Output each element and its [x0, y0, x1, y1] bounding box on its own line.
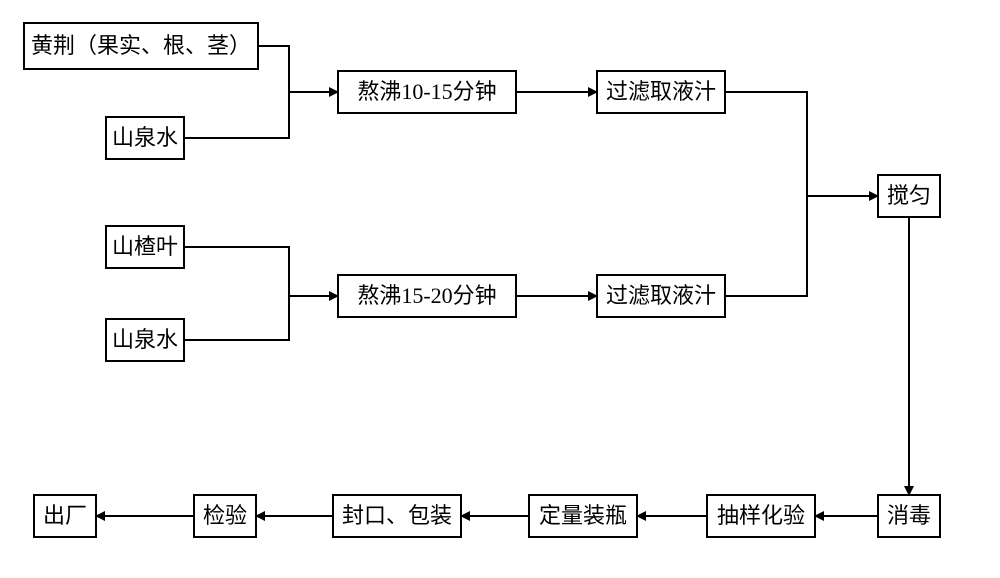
flow-node-n9: 搅匀: [877, 174, 941, 218]
flow-node-n6: 山泉水: [105, 318, 185, 362]
flow-node-n1: 黄荆（果实、根、茎）: [23, 22, 259, 70]
flow-node-n5: 山楂叶: [105, 225, 185, 269]
flow-node-n10: 消毒: [877, 494, 941, 538]
flow-node-n15: 出厂: [33, 494, 97, 538]
flow-node-n12: 定量装瓶: [528, 494, 638, 538]
flow-node-n2: 山泉水: [105, 116, 185, 160]
flow-node-n14: 检验: [193, 494, 257, 538]
flow-node-n7: 熬沸15-20分钟: [337, 274, 517, 318]
flow-node-n4: 过滤取液汁: [596, 70, 726, 114]
flow-node-n8: 过滤取液汁: [596, 274, 726, 318]
flow-node-n11: 抽样化验: [706, 494, 816, 538]
flow-node-n3: 熬沸10-15分钟: [337, 70, 517, 114]
flow-node-n13: 封口、包装: [332, 494, 462, 538]
